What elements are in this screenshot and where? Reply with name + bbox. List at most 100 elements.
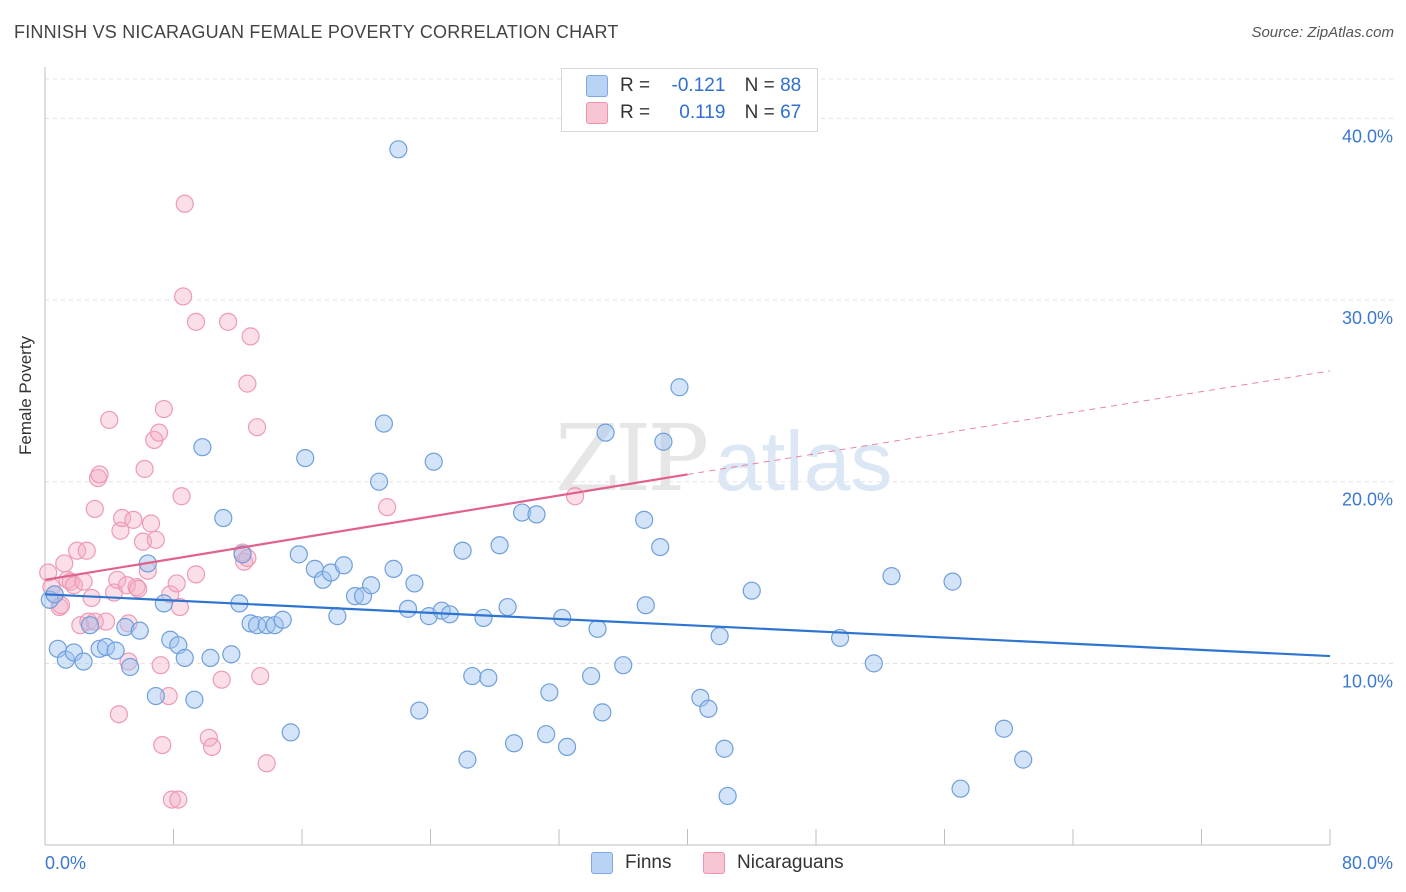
- finns-point: [74, 652, 93, 671]
- finns-point: [175, 648, 194, 668]
- nicaraguans-point: [64, 576, 84, 595]
- finns-point: [474, 608, 493, 628]
- finns-point: [651, 537, 670, 557]
- finns-point: [296, 448, 315, 468]
- finns-point: [80, 616, 100, 635]
- nicaraguans-point: [77, 541, 96, 560]
- nicaraguans-point: [109, 705, 128, 724]
- axes: [44, 67, 1331, 846]
- finns-point: [241, 614, 260, 633]
- finns-point: [424, 452, 443, 471]
- finns-point: [96, 637, 116, 657]
- finns-point: [64, 643, 84, 662]
- n-label: N =: [744, 75, 775, 97]
- finns-point: [233, 545, 252, 564]
- nicaraguans-point: [154, 399, 173, 419]
- finns-point: [154, 594, 173, 613]
- finns-point: [185, 690, 204, 709]
- nicaraguans-point: [129, 579, 148, 598]
- y-tick-label: 10.0%: [1342, 671, 1393, 691]
- legend-item-finns: Finns: [591, 852, 671, 874]
- finns-point: [334, 556, 353, 575]
- nicaraguans-point: [153, 735, 172, 755]
- nicaraguans-point: [238, 374, 257, 393]
- finns-point: [389, 140, 408, 159]
- finns-point: [405, 574, 424, 593]
- finns-point: [654, 432, 673, 451]
- r-label: R =: [620, 75, 651, 97]
- finns-point: [699, 699, 718, 718]
- r-label: R =: [620, 102, 651, 124]
- n-label: N =: [744, 102, 775, 124]
- nicaraguans-point: [172, 487, 191, 506]
- finns-point: [289, 545, 308, 564]
- finns-point: [596, 423, 615, 442]
- nicaraguans-point: [175, 194, 194, 213]
- finns-point: [121, 657, 140, 677]
- nicaraguans-point: [251, 666, 270, 686]
- nicaraguans-point: [159, 686, 178, 706]
- nicaraguans-point: [219, 312, 238, 331]
- y-tick-label: 30.0%: [1342, 308, 1393, 328]
- finns-trend-line: [44, 593, 1331, 658]
- nicaraguans-point: [108, 570, 127, 589]
- finns-point: [361, 576, 381, 595]
- nicaraguans-legend-label: Nicaraguans: [737, 852, 844, 874]
- nicaraguans-point: [55, 554, 74, 573]
- nicaraguans-point: [112, 508, 132, 528]
- finns-point: [90, 639, 109, 658]
- nicaraguans-point: [146, 530, 165, 549]
- finns-point: [370, 472, 389, 491]
- finns-point: [273, 610, 292, 629]
- finns-point: [614, 656, 633, 675]
- finns-point: [490, 536, 509, 555]
- finns-point: [512, 503, 532, 522]
- source-label: Source: ZipAtlas.com: [1251, 24, 1394, 41]
- finns-point: [710, 627, 729, 646]
- nicaraguans-point: [247, 418, 267, 437]
- chart-title: FINNISH VS NICARAGUAN FEMALE POVERTY COR…: [14, 22, 619, 42]
- finns-point: [742, 581, 761, 600]
- nicaraguans-point: [68, 541, 87, 560]
- legend-row-finns: R = -0.121 N = 88: [586, 75, 801, 101]
- nicaraguans-point: [90, 465, 109, 484]
- legend-row-nicaraguans: R = 0.119 N = 67: [586, 102, 801, 128]
- finns-point: [453, 541, 472, 560]
- nicaraguans-point: [135, 459, 154, 479]
- finns-point: [636, 596, 655, 615]
- y-tick-label: 20.0%: [1342, 490, 1393, 510]
- x-tick-label: 0.0%: [45, 853, 86, 873]
- finns-point: [193, 438, 212, 457]
- nicaraguans-trend-extension: [687, 370, 1331, 475]
- nicaraguans-trend-line: [44, 473, 688, 581]
- nicaraguans-r-value: 0.119: [679, 102, 726, 124]
- finns-point: [146, 686, 165, 706]
- finns-point: [201, 648, 220, 668]
- finns-point: [247, 616, 267, 635]
- x-tick-label: 80.0%: [1342, 853, 1393, 873]
- finns-point: [670, 378, 689, 397]
- finns-point: [222, 645, 241, 664]
- finns-points: [40, 140, 1033, 806]
- nicaraguans-point: [162, 790, 181, 809]
- finns-point: [527, 505, 546, 524]
- nicaraguans-point: [161, 585, 180, 604]
- nicaraguans-point: [124, 510, 143, 529]
- finns-point: [498, 597, 517, 617]
- nicaraguans-point: [82, 588, 101, 608]
- finns-point: [214, 508, 233, 528]
- finns-point: [951, 779, 970, 798]
- tick-labels: 10.0% 20.0% 30.0% 40.0% 0.0% 80.0%: [45, 126, 1393, 873]
- nicaraguans-n-value: 67: [780, 102, 802, 124]
- finns-point: [557, 737, 577, 757]
- finns-point: [994, 719, 1014, 738]
- finns-point: [328, 607, 347, 626]
- nicaraguans-point: [378, 498, 397, 517]
- finns-point: [479, 668, 498, 687]
- finns-point: [1014, 750, 1033, 769]
- finns-legend-label: Finns: [625, 852, 672, 874]
- finns-point: [537, 725, 556, 744]
- finns-point: [882, 567, 901, 586]
- finns-swatch: [586, 75, 608, 97]
